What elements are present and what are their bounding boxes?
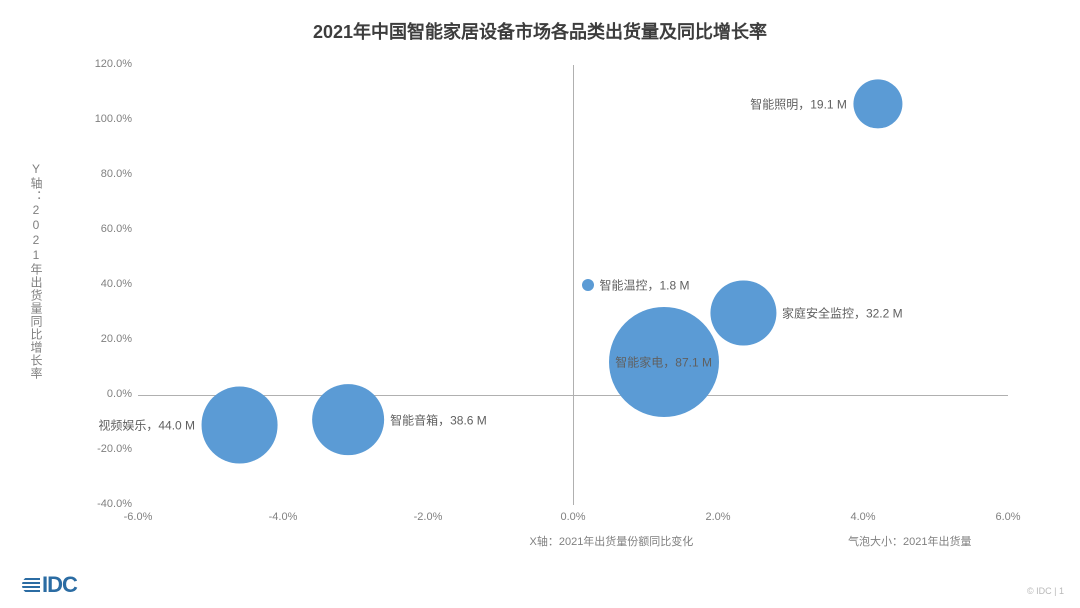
chart-title: 2021年中国智能家居设备市场各品类出货量及同比增长率	[0, 18, 1080, 44]
bubble-智能音箱	[312, 384, 384, 456]
y-tick-label: -40.0%	[97, 498, 132, 510]
bubble-chart: -40.0%-20.0%0.0%20.0%40.0%60.0%80.0%100.…	[138, 65, 1008, 505]
bubble-label-智能温控: 智能温控，1.8 M	[600, 277, 690, 294]
logo-text: IDC	[42, 572, 77, 598]
x-tick-label: -2.0%	[414, 511, 443, 523]
idc-logo: IDC	[22, 572, 77, 598]
logo-bars-icon	[22, 576, 40, 594]
y-tick-label: 0.0%	[107, 388, 132, 400]
x-tick-label: 2.0%	[705, 511, 730, 523]
x-zero-line	[573, 65, 574, 505]
y-tick-label: 40.0%	[101, 278, 132, 290]
bubble-智能温控	[582, 279, 594, 291]
y-tick-label: -20.0%	[97, 443, 132, 455]
y-tick-label: 60.0%	[101, 223, 132, 235]
y-tick-label: 100.0%	[95, 113, 132, 125]
bubble-label-家庭安全监控: 家庭安全监控，32.2 M	[782, 304, 903, 321]
y-tick-label: 20.0%	[101, 333, 132, 345]
bubble-label-智能音箱: 智能音箱，38.6 M	[390, 411, 487, 428]
y-axis-title: Y轴：2021年出货量同比增长率	[28, 162, 45, 380]
y-tick-label: 120.0%	[95, 58, 132, 70]
bubble-家庭安全监控	[711, 280, 776, 345]
bubble-label-智能家电: 智能家电，87.1 M	[615, 354, 712, 371]
x-tick-label: -4.0%	[269, 511, 298, 523]
bubble-label-智能照明: 智能照明，19.1 M	[750, 95, 847, 112]
x-tick-label: 6.0%	[995, 511, 1020, 523]
footer-copyright: © IDC | 1	[1027, 586, 1064, 596]
x-tick-label: 0.0%	[560, 511, 585, 523]
y-tick-label: 80.0%	[101, 168, 132, 180]
x-axis-title: X轴：2021年出货量份额同比变化	[530, 533, 694, 549]
bubble-智能照明	[853, 79, 902, 128]
x-tick-label: 4.0%	[850, 511, 875, 523]
size-legend: 气泡大小：2021年出货量	[848, 533, 971, 549]
bubble-label-视频娱乐: 视频娱乐，44.0 M	[98, 417, 195, 434]
bubble-视频娱乐	[201, 387, 278, 464]
x-tick-label: -6.0%	[124, 511, 153, 523]
